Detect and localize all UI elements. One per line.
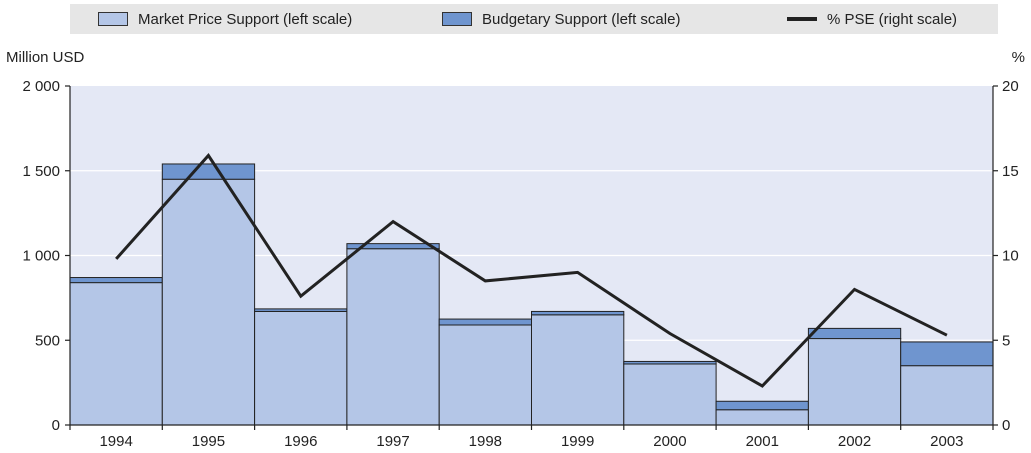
- legend-label-market-price-support: Market Price Support (left scale): [138, 10, 353, 28]
- bar-market-price-support: [438, 324, 533, 426]
- legend-item-pse: % PSE (right scale): [787, 4, 957, 34]
- x-tick-label: 1999: [561, 433, 594, 450]
- pse-line: [115, 153, 948, 388]
- x-tick-label: 2002: [838, 433, 871, 450]
- legend-label-budgetary-support: Budgetary Support (left scale): [482, 10, 681, 28]
- x-tick-label: 1997: [376, 433, 409, 450]
- legend: Market Price Support (left scale) Budget…: [70, 4, 998, 34]
- y-left-tick-label: 1 000: [22, 248, 60, 265]
- y-left-tick-label: 1 500: [22, 163, 60, 180]
- bar-budgetary-support: [807, 327, 902, 340]
- x-tick-label: 1995: [192, 433, 225, 450]
- x-tick-label: 2003: [930, 433, 963, 450]
- y-left-tick-label: 500: [35, 332, 60, 349]
- y-right-tick-label: 0: [1002, 417, 1010, 434]
- bar-market-price-support: [807, 338, 902, 426]
- bar-market-price-support: [69, 282, 163, 426]
- y-right-tick-label: 5: [1002, 332, 1010, 349]
- legend-swatch-market-price-support: [98, 12, 128, 26]
- x-tick-label: 2000: [653, 433, 686, 450]
- bar-market-price-support: [623, 363, 717, 426]
- bar-budgetary-support: [900, 341, 994, 367]
- legend-item-budgetary-support: Budgetary Support (left scale): [442, 4, 680, 34]
- y-right-tick-label: 10: [1002, 248, 1019, 265]
- y-axis-left-title: Million USD: [6, 49, 85, 66]
- bar-budgetary-support: [715, 400, 809, 411]
- y-left-tick-label: 2 000: [22, 78, 60, 95]
- legend-line-pse: [787, 17, 817, 21]
- bar-budgetary-support: [69, 277, 163, 284]
- x-tick-label: 1996: [284, 433, 317, 450]
- bar-budgetary-support: [346, 243, 440, 250]
- bar-market-price-support: [346, 248, 440, 426]
- bar-market-price-support: [900, 365, 994, 426]
- legend-item-market-price-support: Market Price Support (left scale): [98, 4, 352, 34]
- bar-market-price-support: [531, 314, 625, 426]
- bar-budgetary-support: [161, 163, 256, 180]
- bar-budgetary-support: [531, 310, 625, 316]
- y-right-tick-label: 15: [1002, 163, 1019, 180]
- x-tick-label: 1998: [469, 433, 502, 450]
- y-axis-right-title: %: [1011, 49, 1025, 66]
- x-tick-label: 2001: [746, 433, 779, 450]
- y-left-tick-label: 0: [52, 417, 60, 434]
- legend-swatch-budgetary-support: [442, 12, 472, 26]
- bar-budgetary-support: [438, 318, 533, 326]
- bar-budgetary-support: [254, 308, 348, 312]
- bar-market-price-support: [715, 409, 809, 426]
- bar-budgetary-support: [623, 360, 717, 365]
- legend-label-pse: % PSE (right scale): [827, 10, 958, 28]
- bar-market-price-support: [161, 178, 256, 426]
- x-tick-label: 1994: [99, 433, 132, 450]
- bar-market-price-support: [254, 310, 348, 426]
- y-right-tick-label: 20: [1002, 78, 1019, 95]
